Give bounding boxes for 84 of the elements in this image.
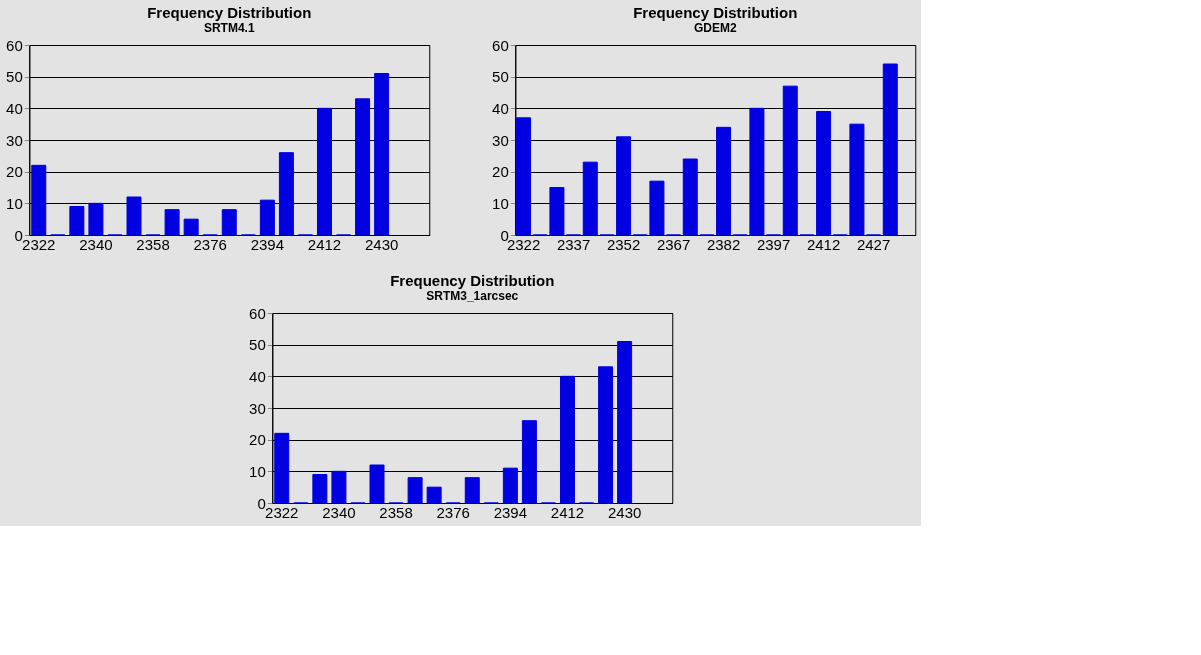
bar <box>549 187 565 236</box>
bar <box>164 209 180 236</box>
bar <box>316 107 332 236</box>
x-tick-label: 2376 <box>193 235 227 253</box>
bar <box>259 199 275 236</box>
y-tick-label: 50 <box>249 336 266 354</box>
bar <box>782 85 798 236</box>
bar <box>749 107 765 236</box>
x-tick-label: 2322 <box>265 503 299 521</box>
x-tick-label: 2367 <box>656 235 691 253</box>
y-tick-label: 10 <box>249 462 266 480</box>
bar <box>598 366 614 504</box>
x-tick-label: 2397 <box>756 235 791 253</box>
y-tick-label: 30 <box>6 131 23 149</box>
x-tick-label: 2322 <box>22 235 56 253</box>
y-tick-label: 10 <box>6 194 23 212</box>
x-tick-label: 2430 <box>364 235 399 253</box>
bar <box>559 375 575 504</box>
chart-subtitle: SRTM3_1arcsec <box>426 289 519 303</box>
x-tick-label: 2358 <box>379 503 413 521</box>
x-tick-label: 2427 <box>856 235 891 253</box>
y-tick-label: 20 <box>6 163 23 181</box>
bar <box>516 117 532 236</box>
x-tick-label: 2412 <box>550 503 585 521</box>
x-tick-label: 2412 <box>806 235 841 253</box>
chart-title: Frequency Distribution <box>390 272 555 289</box>
bar <box>369 464 385 504</box>
bar <box>312 474 328 504</box>
bar <box>616 136 632 236</box>
bar <box>882 63 898 236</box>
y-tick-label: 0 <box>500 226 509 244</box>
bar <box>31 164 47 236</box>
x-tick-label: 2394 <box>493 503 528 521</box>
y-tick-label: 40 <box>6 99 23 117</box>
bar <box>407 477 423 504</box>
y-tick-label: 0 <box>257 494 266 512</box>
bar <box>69 206 85 236</box>
bar <box>502 467 518 504</box>
bar <box>849 123 865 236</box>
y-tick-label: 60 <box>492 36 509 54</box>
x-tick-label: 2337 <box>556 235 591 253</box>
x-tick-label: 2352 <box>606 235 641 253</box>
x-tick-label: 2340 <box>322 503 356 521</box>
bar <box>88 202 104 236</box>
x-tick-label: 2382 <box>706 235 741 253</box>
bar <box>464 477 480 504</box>
y-tick-label: 30 <box>249 399 266 417</box>
x-tick-label: 2412 <box>307 235 342 253</box>
bar <box>649 180 665 236</box>
bar <box>274 432 290 504</box>
y-tick-label: 40 <box>249 367 266 385</box>
x-tick-label: 2340 <box>79 235 113 253</box>
x-tick-label: 2358 <box>136 235 170 253</box>
bar <box>183 218 199 236</box>
bar <box>278 152 294 236</box>
y-tick-label: 20 <box>249 431 266 449</box>
bar <box>617 341 633 504</box>
y-tick-label: 20 <box>492 163 509 181</box>
y-tick-label: 10 <box>492 194 509 212</box>
x-tick-label: 2430 <box>607 503 642 521</box>
chart-subtitle: GDEM2 <box>693 21 737 35</box>
bar <box>126 196 142 236</box>
bar <box>521 420 537 504</box>
y-tick-label: 60 <box>6 36 23 54</box>
chart-subtitle: SRTM4.1 <box>203 21 255 35</box>
y-tick-label: 0 <box>14 226 23 244</box>
bar <box>221 209 237 236</box>
bar <box>582 161 598 236</box>
y-tick-label: 60 <box>249 304 266 322</box>
bar <box>716 126 732 236</box>
bar <box>682 158 698 236</box>
bar <box>355 98 371 236</box>
y-tick-label: 40 <box>492 99 509 117</box>
chart-title: Frequency Distribution <box>633 4 798 21</box>
x-tick-label: 2376 <box>436 503 470 521</box>
bar <box>426 486 442 504</box>
y-tick-label: 50 <box>492 68 509 86</box>
bar <box>331 470 347 504</box>
y-tick-label: 50 <box>6 68 23 86</box>
y-tick-label: 30 <box>492 131 509 149</box>
bar <box>816 111 832 236</box>
bar <box>374 73 390 236</box>
x-tick-label: 2394 <box>250 235 285 253</box>
chart-title: Frequency Distribution <box>147 4 312 21</box>
